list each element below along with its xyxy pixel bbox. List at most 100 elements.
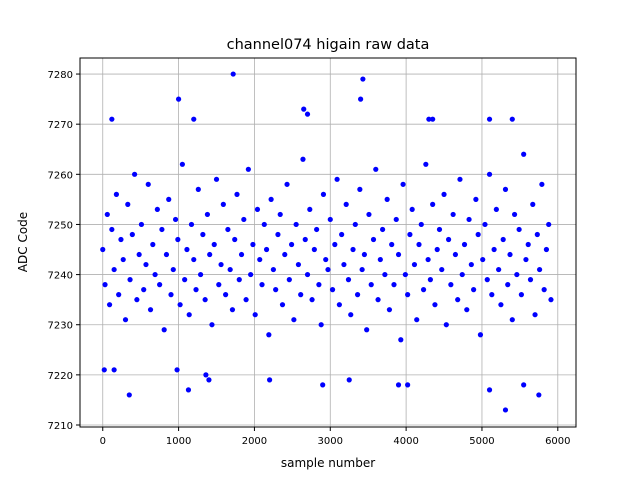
data-point: [439, 266, 445, 273]
data-point: [223, 292, 229, 298]
data-point: [166, 196, 172, 202]
data-point: [277, 211, 283, 218]
data-point: [393, 216, 399, 223]
data-point: [200, 231, 206, 238]
data-point: [358, 96, 364, 102]
data-point: [136, 251, 142, 258]
data-point: [348, 312, 354, 318]
data-point: [279, 302, 286, 308]
data-point: [482, 221, 488, 228]
data-point: [486, 116, 493, 122]
data-point: [138, 221, 145, 228]
y-tick-label: 7270: [48, 120, 73, 131]
data-point: [386, 307, 393, 313]
data-point: [368, 282, 374, 288]
data-point: [509, 116, 515, 122]
data-point: [301, 106, 307, 112]
data-point: [525, 241, 531, 248]
x-tick-label: 3000: [318, 436, 343, 447]
data-point: [106, 302, 113, 308]
data-point: [414, 317, 420, 323]
data-point: [486, 171, 493, 177]
data-point: [493, 206, 499, 213]
data-point: [245, 166, 251, 172]
data-point: [263, 246, 270, 253]
data-point: [323, 256, 329, 263]
data-point: [448, 282, 454, 288]
data-point: [220, 201, 226, 207]
data-point: [159, 226, 165, 233]
data-point: [532, 312, 538, 318]
data-point: [427, 277, 433, 283]
data-point: [539, 181, 545, 187]
data-point: [257, 256, 263, 263]
data-point: [464, 307, 470, 313]
data-point: [177, 302, 183, 308]
data-point: [320, 191, 327, 197]
data-point: [311, 246, 317, 253]
data-point: [104, 211, 110, 218]
data-point: [254, 206, 261, 213]
data-point: [230, 71, 236, 77]
data-point: [391, 282, 397, 288]
data-point: [423, 161, 429, 167]
data-point: [207, 251, 213, 258]
data-point: [486, 387, 493, 393]
data-point: [345, 277, 352, 283]
data-point: [275, 231, 281, 238]
data-point: [191, 256, 197, 263]
data-point: [243, 297, 249, 303]
data-point: [216, 282, 222, 288]
data-point: [102, 282, 108, 288]
data-point: [352, 221, 358, 228]
data-point: [511, 211, 518, 218]
data-point: [380, 226, 386, 233]
plot-area-frame: [79, 57, 577, 428]
data-point: [118, 236, 124, 243]
data-point: [473, 196, 479, 202]
data-point: [282, 251, 288, 258]
data-point: [450, 211, 456, 218]
data-point: [332, 241, 338, 248]
data-point: [343, 201, 349, 207]
data-points: [100, 71, 554, 413]
data-point: [350, 246, 356, 253]
data-point: [211, 241, 217, 248]
data-point: [441, 191, 447, 197]
data-point: [309, 297, 315, 303]
data-point: [152, 271, 158, 278]
data-point: [457, 176, 463, 182]
data-point: [400, 181, 406, 187]
data-point: [248, 271, 254, 278]
x-tick-label: 1000: [166, 436, 191, 447]
data-point: [206, 377, 212, 383]
data-point: [426, 116, 432, 122]
data-point: [300, 156, 306, 162]
data-point: [150, 241, 156, 248]
data-point: [213, 176, 220, 182]
data-point: [116, 292, 122, 298]
data-point: [375, 297, 381, 303]
data-point: [225, 226, 231, 233]
data-point: [536, 266, 543, 273]
chart-title: channel074 higain raw data: [227, 37, 430, 53]
data-point: [325, 266, 331, 273]
data-point: [527, 277, 534, 283]
y-tick-label: 7230: [48, 321, 73, 332]
data-point: [546, 221, 552, 228]
data-point: [361, 251, 368, 258]
data-point: [395, 251, 402, 258]
data-point: [541, 287, 547, 293]
data-point: [377, 256, 383, 263]
data-point: [398, 337, 404, 343]
data-point: [475, 231, 481, 238]
data-point: [500, 236, 506, 243]
y-tick-label: 7240: [48, 271, 73, 282]
x-tick-label: 4000: [393, 436, 418, 447]
data-point: [320, 382, 326, 388]
data-point: [360, 76, 366, 82]
data-point: [430, 116, 436, 122]
data-point: [232, 236, 238, 243]
data-point: [366, 211, 372, 218]
